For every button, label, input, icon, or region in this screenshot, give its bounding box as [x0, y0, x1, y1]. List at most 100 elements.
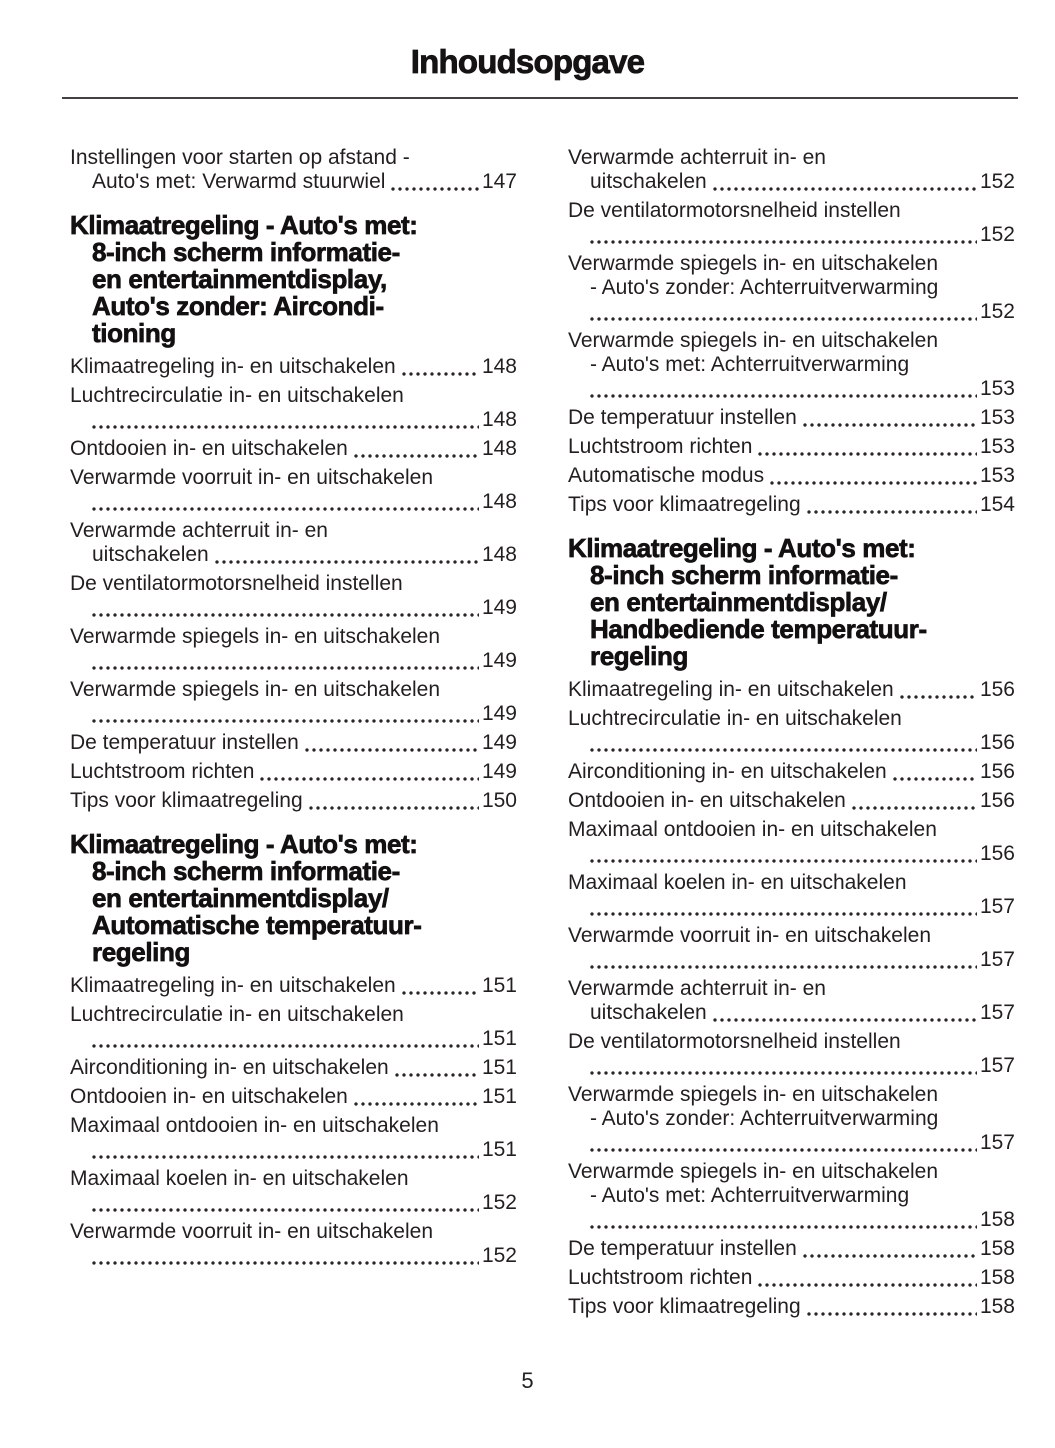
section-heading-line: Handbediende temperatuur- — [590, 614, 928, 644]
toc-entry: Maximaal koelen in- en uitschakelen 157 — [568, 871, 1015, 919]
toc-entry-last-line: 149 — [70, 596, 517, 620]
toc-entry: Klimaatregeling in- en uitschakelen 151 — [70, 974, 517, 998]
toc-page-number: 149 — [481, 596, 517, 619]
toc-entry-text: De ventilatormotorsnelheid instellen — [568, 1030, 901, 1053]
toc-page-number: 157 — [979, 1001, 1015, 1024]
toc-entry: Klimaatregeling in- en uitschakelen 156 — [568, 678, 1015, 702]
toc-column-right: Verwarmde achterruit in- en uitschakelen 1… — [568, 146, 1015, 1324]
toc-page-number: 149 — [481, 702, 517, 725]
toc-entry-text: Verwarmde spiegels in- en uitschakelen — [568, 1160, 939, 1183]
toc-entry-last-line: Klimaatregeling in- en uitschakelen 156 — [568, 678, 1015, 702]
toc-entry: Ontdooien in- en uitschakelen 156 — [568, 789, 1015, 813]
toc-entry: Verwarmde voorruit in- en uitschakelen 14… — [70, 466, 517, 514]
toc-entry: Verwarmde spiegels in- en uitschakelen - … — [568, 252, 1015, 324]
toc-page-number: 152 — [979, 170, 1015, 193]
toc-entry-last-line: Luchtstroom richten 158 — [568, 1266, 1015, 1290]
toc-entry-text: Klimaatregeling in- en uitschakelen — [568, 678, 894, 701]
leader-dots — [214, 560, 479, 564]
section-heading: Klimaatregeling - Auto's met: 8-inch sche… — [568, 533, 1015, 671]
toc-page-number: 156 — [979, 789, 1015, 812]
toc-page-number: 150 — [481, 789, 517, 812]
toc-entry-last-line: Ontdooien in- en uitschakelen 151 — [70, 1085, 517, 1109]
leader-dots — [590, 1071, 977, 1075]
toc-page-number: 149 — [481, 731, 517, 754]
toc-entry: Verwarmde spiegels in- en uitschakelen - … — [568, 1160, 1015, 1232]
toc-page-number: 152 — [979, 223, 1015, 246]
toc-entry-last-line: Tips voor klimaatregeling 154 — [568, 493, 1015, 517]
leader-dots — [590, 317, 977, 321]
toc-entry-text: Luchtstroom richten — [568, 435, 753, 458]
toc-entry-text: Maximaal ontdooien in- en uitschakelen — [70, 1114, 439, 1137]
leader-dots — [92, 1155, 479, 1159]
leader-dots — [308, 806, 479, 810]
toc-entry-text: Verwarmde achterruit in- en — [568, 977, 826, 1000]
toc-entry: Instellingen voor starten op afstand - Au… — [70, 146, 517, 194]
toc-entry: Ontdooien in- en uitschakelen 148 — [70, 437, 517, 461]
leader-dots — [394, 1073, 479, 1077]
header-divider — [62, 97, 1018, 99]
toc-page-number: 151 — [481, 1027, 517, 1050]
section-heading-line: Auto's zonder: Aircondi- — [92, 291, 385, 321]
toc-entry-last-line: Klimaatregeling in- en uitschakelen 151 — [70, 974, 517, 998]
leader-dots — [92, 425, 479, 429]
leader-dots — [802, 423, 977, 427]
leader-dots — [92, 666, 479, 670]
toc-entry-last-line: 157 — [568, 1054, 1015, 1078]
toc-page-number: 152 — [481, 1244, 517, 1267]
toc-entry-text: Verwarmde spiegels in- en uitschakelen — [70, 625, 441, 648]
leader-dots — [806, 1312, 977, 1316]
toc-entry-text: Maximaal koelen in- en uitschakelen — [568, 871, 907, 894]
toc-entry-text: Luchtstroom richten — [70, 760, 255, 783]
page-number-footer: 5 — [521, 1368, 534, 1393]
toc-entry-text: Tips voor klimaatregeling — [70, 789, 303, 812]
toc-page-number: 151 — [481, 974, 517, 997]
toc-entry: Maximaal ontdooien in- en uitschakelen 15… — [568, 818, 1015, 866]
section-heading-line: Klimaatregeling - Auto's met: — [568, 533, 917, 563]
toc-entry-last-line: Tips voor klimaatregeling 158 — [568, 1295, 1015, 1319]
toc-entry-last-line: 157 — [568, 948, 1015, 972]
toc-entry-text: Luchtrecirculatie in- en uitschakelen — [568, 707, 902, 730]
toc-page-number: 149 — [481, 760, 517, 783]
toc-page-number: 157 — [979, 1054, 1015, 1077]
toc-entry-text: Tips voor klimaatregeling — [568, 1295, 801, 1318]
leader-dots — [758, 1283, 977, 1287]
toc-page-number: 148 — [481, 355, 517, 378]
toc-entry: De temperatuur instellen 158 — [568, 1237, 1015, 1261]
toc-entry-text: - Auto's met: Achterruitverwarming — [590, 1184, 910, 1207]
leader-dots — [92, 719, 479, 723]
toc-entry-last-line: 156 — [568, 731, 1015, 755]
toc-entry-text: Luchtstroom richten — [568, 1266, 753, 1289]
toc-entry-last-line: 151 — [70, 1138, 517, 1162]
toc-entry-last-line: 149 — [70, 649, 517, 673]
leader-dots — [401, 991, 479, 995]
toc-entry: Klimaatregeling in- en uitschakelen 148 — [70, 355, 517, 379]
leader-dots — [590, 748, 977, 752]
toc-page-number: 153 — [979, 377, 1015, 400]
toc-entry-text: Verwarmde spiegels in- en uitschakelen — [70, 678, 441, 701]
toc-entry-text: - Auto's zonder: Achterruitverwarming — [590, 1107, 939, 1130]
toc-entry-text: Tips voor klimaatregeling — [568, 493, 801, 516]
toc-entry-text: Auto's met: Verwarmd stuurwiel — [92, 170, 386, 193]
toc-page-number: 153 — [979, 435, 1015, 458]
toc-entry-text: Verwarmde achterruit in- en — [568, 146, 826, 169]
toc-entry-text: Maximaal ontdooien in- en uitschakelen — [568, 818, 937, 841]
section-heading-line: regeling — [590, 641, 689, 671]
leader-dots — [712, 187, 977, 191]
toc-page-number: 148 — [481, 437, 517, 460]
toc-entry-text: uitschakelen — [92, 543, 209, 566]
leader-dots — [802, 1254, 977, 1258]
toc-entry-last-line: 151 — [70, 1027, 517, 1051]
toc-page-number: 156 — [979, 760, 1015, 783]
toc-entry-last-line: Tips voor klimaatregeling 150 — [70, 789, 517, 813]
leader-dots — [851, 806, 977, 810]
section-heading: Klimaatregeling - Auto's met: 8-inch sche… — [70, 830, 517, 966]
toc-entry-text: Airconditioning in- en uitschakelen — [568, 760, 887, 783]
toc-entry-last-line: 148 — [70, 490, 517, 514]
toc-entry: Airconditioning in- en uitschakelen 156 — [568, 760, 1015, 784]
toc-page-number: 154 — [979, 493, 1015, 516]
leader-dots — [92, 507, 479, 511]
toc-entry-text: Instellingen voor starten op afstand - — [70, 146, 410, 169]
toc-entry: Verwarmde spiegels in- en uitschakelen 14… — [70, 625, 517, 673]
toc-entry-last-line: Auto's met: Verwarmd stuurwiel 147 — [70, 170, 517, 194]
toc-page-number: 153 — [979, 464, 1015, 487]
